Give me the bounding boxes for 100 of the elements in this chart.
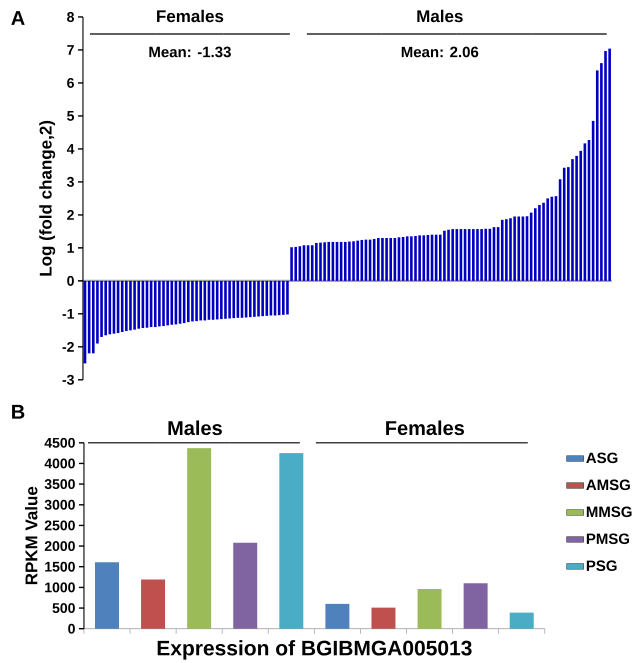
annotation: Males xyxy=(417,10,463,22)
legend-label: PMSG xyxy=(586,533,630,544)
bar xyxy=(187,280,190,322)
bar xyxy=(253,280,256,317)
bar xyxy=(402,236,405,281)
bar xyxy=(279,453,304,629)
bar xyxy=(476,229,479,281)
bar xyxy=(158,280,161,326)
bar xyxy=(315,242,318,281)
bar xyxy=(550,196,554,281)
annotation: Mean: 2.06 xyxy=(402,46,478,58)
bar xyxy=(302,245,306,281)
bar xyxy=(418,589,442,629)
y-tick-label: 8 xyxy=(67,12,74,22)
y-tick-label: 7 xyxy=(67,45,74,55)
bar xyxy=(472,229,475,281)
y-tick-label: 1 xyxy=(68,243,74,253)
annotation: Females xyxy=(157,10,224,22)
bar xyxy=(546,198,550,281)
bar xyxy=(373,238,376,281)
bar xyxy=(398,237,400,281)
bar xyxy=(584,143,586,281)
bar xyxy=(542,202,545,281)
bar xyxy=(571,159,574,281)
y-tick-label: 2 xyxy=(67,210,74,220)
y-tick-label: 3500 xyxy=(44,479,75,490)
bar xyxy=(150,280,153,328)
bar xyxy=(414,236,417,281)
y-tick-label: 1500 xyxy=(45,562,75,572)
bar xyxy=(364,240,368,281)
bar xyxy=(195,280,198,322)
bar xyxy=(352,241,355,281)
bar xyxy=(480,229,484,281)
bar xyxy=(492,227,496,281)
bar xyxy=(328,242,330,281)
y-tick-label: 6 xyxy=(67,78,74,88)
bar xyxy=(340,242,343,281)
bar xyxy=(146,280,148,328)
bar xyxy=(344,242,347,281)
bar xyxy=(166,280,170,326)
bar xyxy=(108,280,112,334)
bar xyxy=(306,245,310,281)
bar xyxy=(116,280,120,333)
bar xyxy=(513,216,516,281)
annotation: Mean: -1.33 xyxy=(150,46,232,58)
bar xyxy=(509,218,512,281)
bar xyxy=(526,216,528,281)
bar xyxy=(274,280,276,316)
bar xyxy=(484,228,488,281)
bar xyxy=(208,280,210,320)
bar xyxy=(232,280,236,318)
bar xyxy=(138,280,140,329)
y-tick-label: 2500 xyxy=(44,520,75,530)
bar xyxy=(501,220,504,281)
bar xyxy=(319,242,322,281)
legend-label: MMSG xyxy=(586,506,632,518)
bar xyxy=(220,280,223,320)
y-tick-label: 0 xyxy=(67,276,74,286)
y-tick-label: 500 xyxy=(52,603,75,614)
bar xyxy=(133,280,136,330)
bar xyxy=(422,235,426,281)
bar xyxy=(298,246,302,281)
bar xyxy=(112,280,116,334)
bar xyxy=(336,242,338,281)
bar xyxy=(129,280,132,330)
bar xyxy=(282,280,285,315)
bar xyxy=(141,580,166,629)
bar xyxy=(488,228,492,281)
bar xyxy=(142,280,144,328)
bar xyxy=(224,280,227,319)
bar xyxy=(406,236,409,281)
bar xyxy=(236,280,240,318)
text: A xyxy=(11,11,25,25)
bar xyxy=(522,216,524,281)
legend-label: AMSG xyxy=(586,480,630,490)
y-tick-label: 3000 xyxy=(44,500,75,510)
bar xyxy=(266,280,268,316)
bar xyxy=(372,608,396,629)
bar xyxy=(368,240,372,281)
bar xyxy=(326,604,350,629)
y-tick-label: 1000 xyxy=(45,582,75,592)
bar xyxy=(162,280,165,326)
y-tick-label: -3 xyxy=(62,374,74,385)
bar xyxy=(286,280,289,315)
x-axis-title: Expression of BGIBMGA005013 xyxy=(158,640,472,660)
bar xyxy=(294,246,298,281)
bar xyxy=(216,280,219,320)
bar xyxy=(456,229,458,281)
bar xyxy=(270,280,272,316)
bar xyxy=(200,280,202,320)
bar xyxy=(377,238,380,281)
y-tick-label: 0 xyxy=(68,624,75,634)
bar xyxy=(228,280,232,318)
bar xyxy=(390,238,392,281)
y-tick-label: 2000 xyxy=(44,541,75,552)
bar xyxy=(439,234,442,281)
bar xyxy=(187,448,212,629)
bar xyxy=(125,280,128,332)
bar xyxy=(434,234,438,281)
bar xyxy=(290,247,294,281)
